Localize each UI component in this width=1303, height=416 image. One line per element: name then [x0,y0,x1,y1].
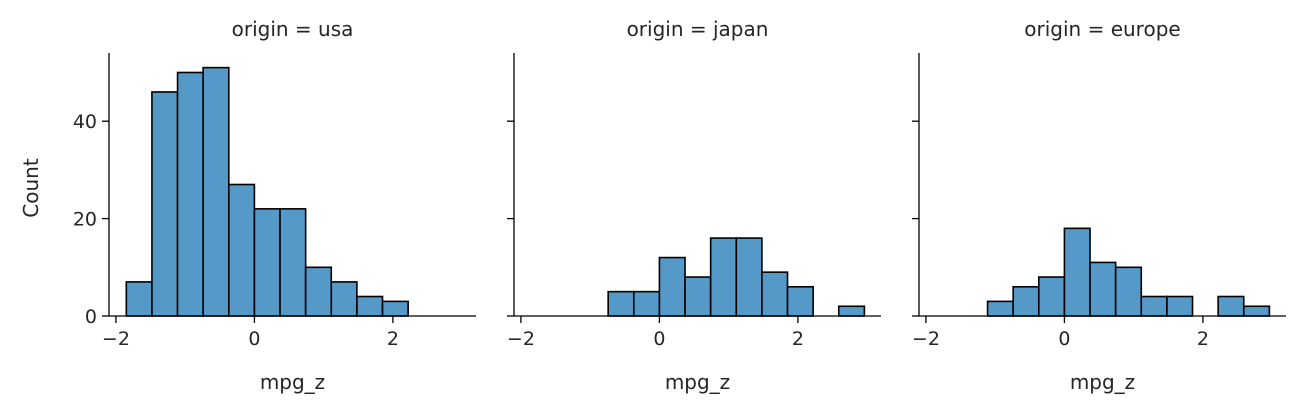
y-tick-label: 20 [73,209,97,231]
histogram-bar [658,256,686,317]
histogram-bar [330,281,358,317]
x-tick-label: −2 [102,328,130,350]
histogram-bar [202,66,230,317]
histogram-bar [176,71,204,317]
histogram-bar [279,208,307,317]
histogram-bar [304,266,333,317]
histogram-bar [356,295,384,317]
panel-3: origin = europe −2 0 2 mpg_z [912,17,1286,394]
histogram-bar [1242,305,1271,317]
histogram-bar [1037,276,1066,317]
histogram-bar [986,300,1014,317]
histogram-bar [837,305,866,317]
y-tick-label: 40 [73,111,97,133]
x-tick-label: 0 [248,328,260,350]
histogram-bar [1063,227,1091,317]
x-tick-label: −2 [507,328,535,350]
histogram-bar [1089,261,1117,317]
histogram-bar [125,281,153,317]
histogram-bar [786,285,814,317]
panel-title: origin = europe [1024,17,1180,41]
histogram-bar [1166,295,1194,317]
x-tick-label: 2 [792,328,804,350]
histogram-bar [632,290,661,317]
x-tick-label: 2 [1197,328,1209,350]
histogram-bar [684,276,712,317]
x-axis-label: mpg_z [260,370,325,394]
histogram-bar [1217,295,1245,317]
y-tick-label: 0 [85,306,97,328]
panel-title: origin = japan [627,17,769,41]
histogram-bar [227,183,256,317]
histogram-bar [151,91,179,317]
y-axis-label: Count [19,158,43,218]
panel-2: origin = japan −2 0 2 mpg_z [507,17,881,394]
histogram-bar [735,237,763,317]
x-axis-label: mpg_z [1070,370,1135,394]
histogram-bar [607,290,635,317]
histogram-bar [381,300,409,317]
histogram-bar [1114,266,1143,317]
x-tick-label: −2 [912,328,940,350]
x-tick-label: 0 [653,328,665,350]
x-tick-label: 2 [387,328,399,350]
histogram-bar [1140,295,1168,317]
histogram-bar [761,271,789,317]
histogram-bar [709,237,738,317]
x-axis-label: mpg_z [665,370,730,394]
panel-title: origin = usa [232,17,354,41]
x-tick-label: 0 [1058,328,1070,350]
histogram-bar [253,208,281,317]
histogram-bar [1012,285,1040,317]
